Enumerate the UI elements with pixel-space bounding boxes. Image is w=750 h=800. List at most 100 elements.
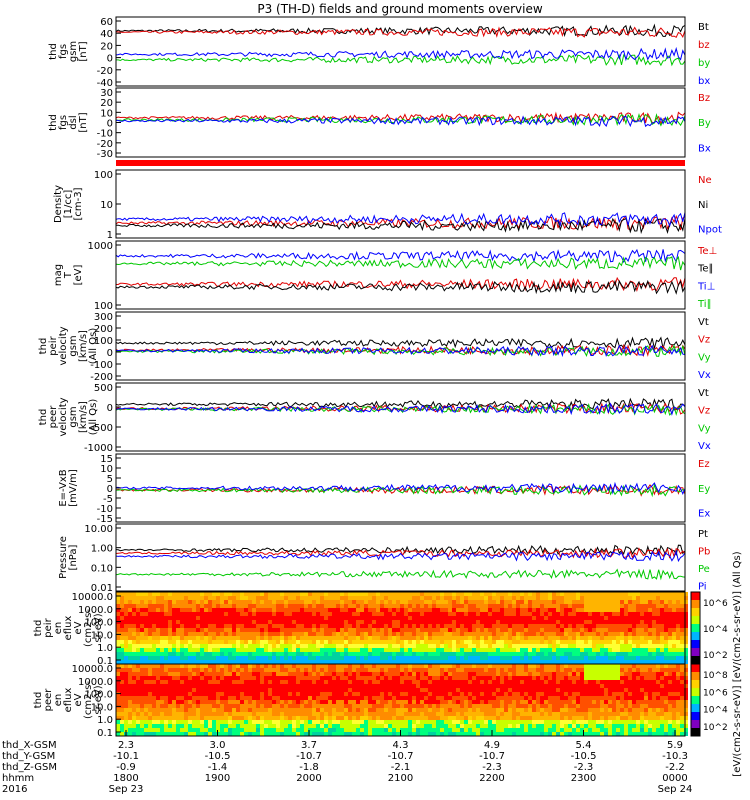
- heatmap-cell: [120, 648, 124, 652]
- heatmap-cell: [292, 628, 296, 632]
- heatmap-cell: [228, 644, 232, 648]
- heatmap-cell: [456, 708, 460, 712]
- heatmap-cell: [412, 624, 416, 628]
- heatmap-cell: [532, 732, 536, 736]
- heatmap-cell: [212, 700, 216, 704]
- heatmap-cell: [308, 728, 312, 732]
- heatmap-cell: [544, 680, 548, 684]
- heatmap-cell: [160, 644, 164, 648]
- heatmap-cell: [120, 640, 124, 644]
- heatmap-cell: [392, 596, 396, 600]
- heatmap-cell: [348, 616, 352, 620]
- heatmap-cell: [292, 624, 296, 628]
- heatmap-cell: [380, 712, 384, 716]
- heatmap-cell: [664, 644, 668, 648]
- heatmap-cell: [524, 612, 528, 616]
- series-line-Pb: [115, 547, 686, 559]
- heatmap-cell: [576, 704, 580, 708]
- heatmap-cell: [660, 596, 664, 600]
- heatmap-cell: [284, 684, 288, 688]
- heatmap-cell: [556, 596, 560, 600]
- heatmap-cell: [488, 684, 492, 688]
- heatmap-cell: [180, 696, 184, 700]
- heatmap-cell: [312, 656, 316, 660]
- heatmap-cell: [492, 696, 496, 700]
- heatmap-cell: [132, 704, 136, 708]
- heatmap-cell: [264, 612, 268, 616]
- heatmap-cell: [428, 632, 432, 636]
- heatmap-cell: [624, 636, 628, 640]
- heatmap-cell: [276, 616, 280, 620]
- heatmap-cell: [272, 676, 276, 680]
- heatmap-cell: [304, 704, 308, 708]
- heatmap-cell: [284, 640, 288, 644]
- heatmap-cell: [304, 716, 308, 720]
- heatmap-cell: [168, 664, 172, 668]
- heatmap-cell: [448, 592, 452, 596]
- heatmap-cell: [480, 728, 484, 732]
- heatmap-cell: [164, 692, 168, 696]
- heatmap-cell: [256, 608, 260, 612]
- heatmap-cell: [540, 692, 544, 696]
- heatmap-cell: [212, 684, 216, 688]
- heatmap-cell: [216, 640, 220, 644]
- heatmap-cell: [336, 640, 340, 644]
- heatmap-cell: [448, 624, 452, 628]
- heatmap-cell: [116, 712, 120, 716]
- heatmap-cell: [496, 700, 500, 704]
- heatmap-cell: [476, 732, 480, 736]
- heatmap-cell: [632, 604, 636, 608]
- series-line-Ni: [115, 217, 686, 235]
- heatmap-cell: [612, 656, 616, 660]
- heatmap-cell: [580, 628, 584, 632]
- heatmap-cell: [400, 612, 404, 616]
- heatmap-cell: [384, 728, 388, 732]
- heatmap-cell: [412, 644, 416, 648]
- heatmap-cell: [440, 604, 444, 608]
- heatmap-cell: [256, 704, 260, 708]
- heatmap-cell: [408, 596, 412, 600]
- heatmap-cell: [544, 664, 548, 668]
- heatmap-cell: [216, 692, 220, 696]
- heatmap-cell: [376, 676, 380, 680]
- heatmap-cell: [132, 592, 136, 596]
- heatmap-cell: [356, 732, 360, 736]
- heatmap-cell: [472, 732, 476, 736]
- heatmap-cell: [368, 696, 372, 700]
- heatmap-cell: [124, 664, 128, 668]
- heatmap-cell: [268, 596, 272, 600]
- heatmap-cell: [576, 724, 580, 728]
- heatmap-cell: [464, 620, 468, 624]
- heatmap-cell: [228, 628, 232, 632]
- heatmap-cell: [344, 660, 348, 664]
- heatmap-cell: [420, 672, 424, 676]
- heatmap-cell: [456, 596, 460, 600]
- heatmap-cell: [404, 732, 408, 736]
- heatmap-cell: [140, 704, 144, 708]
- heatmap-cell: [236, 716, 240, 720]
- heatmap-cell: [508, 692, 512, 696]
- heatmap-cell: [208, 652, 212, 656]
- heatmap-cell: [344, 664, 348, 668]
- heatmap-cell: [380, 652, 384, 656]
- heatmap-cell: [120, 636, 124, 640]
- heatmap-cell: [388, 608, 392, 612]
- heatmap-cell: [444, 724, 448, 728]
- heatmap-cell: [564, 712, 568, 716]
- heatmap-cell: [300, 596, 304, 600]
- heatmap-cell: [248, 624, 252, 628]
- heatmap-cell: [444, 600, 448, 604]
- heatmap-cell: [632, 632, 636, 636]
- heatmap-cell: [496, 592, 500, 596]
- heatmap-cell: [164, 648, 168, 652]
- heatmap-cell: [164, 632, 168, 636]
- heatmap-cell: [424, 660, 428, 664]
- heatmap-cell: [528, 692, 532, 696]
- heatmap-cell: [304, 608, 308, 612]
- heatmap-cell: [296, 724, 300, 728]
- heatmap-cell: [592, 712, 596, 716]
- heatmap-cell: [560, 640, 564, 644]
- tick-label: -20: [97, 66, 113, 77]
- heatmap-cell: [452, 604, 456, 608]
- heatmap-cell: [328, 656, 332, 660]
